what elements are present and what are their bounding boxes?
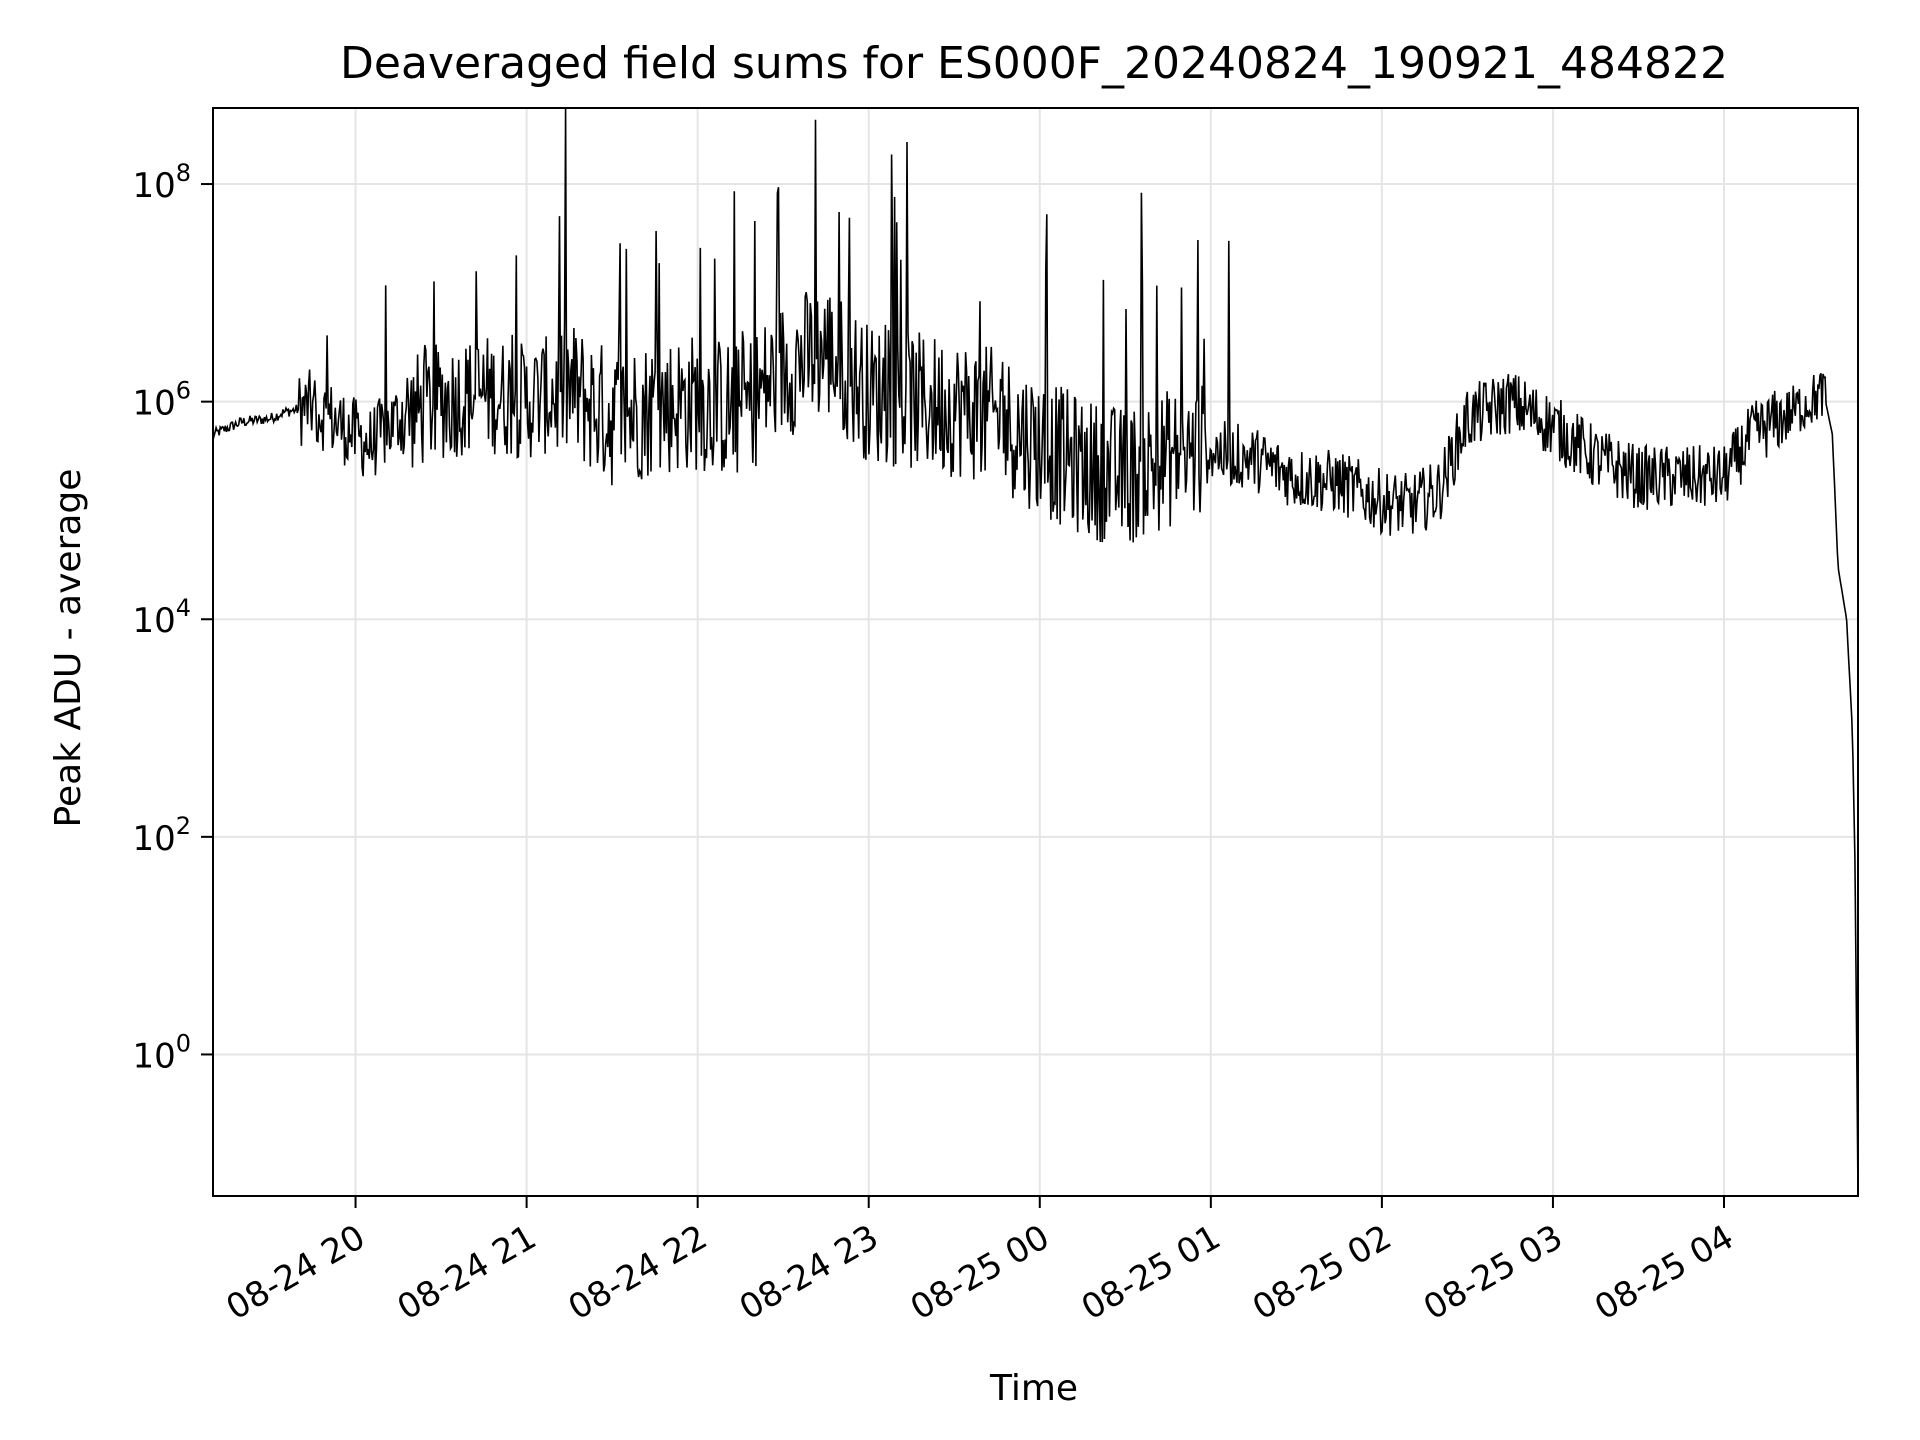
y-tick-label: 100 (132, 1029, 191, 1076)
y-tick-base: 10 (132, 1036, 175, 1076)
y-tick-exponent: 2 (176, 812, 191, 840)
y-tick-base: 10 (132, 819, 175, 859)
grid (213, 108, 1858, 1196)
y-tick-exponent: 6 (176, 377, 191, 405)
y-tick-label: 108 (132, 159, 191, 206)
y-tick-exponent: 0 (176, 1029, 191, 1057)
y-tick-label: 102 (132, 812, 191, 859)
y-axis-label: Peak ADU - average (48, 469, 89, 828)
series-line (212, 107, 1859, 1197)
series-layer (212, 107, 1859, 1197)
y-tick-base: 10 (132, 601, 175, 641)
plot-frame (212, 107, 1859, 1197)
chart-title: Deaveraged field sums for ES000F_2024082… (340, 38, 1728, 89)
y-tick-base: 10 (132, 166, 175, 206)
y-tick-label: 104 (132, 594, 191, 641)
y-tick-base: 10 (132, 384, 175, 424)
y-tick-label: 106 (132, 377, 191, 424)
y-tick-exponent: 4 (176, 594, 191, 622)
y-tick-exponent: 8 (176, 159, 191, 187)
x-axis-label: Time (989, 1368, 1078, 1409)
